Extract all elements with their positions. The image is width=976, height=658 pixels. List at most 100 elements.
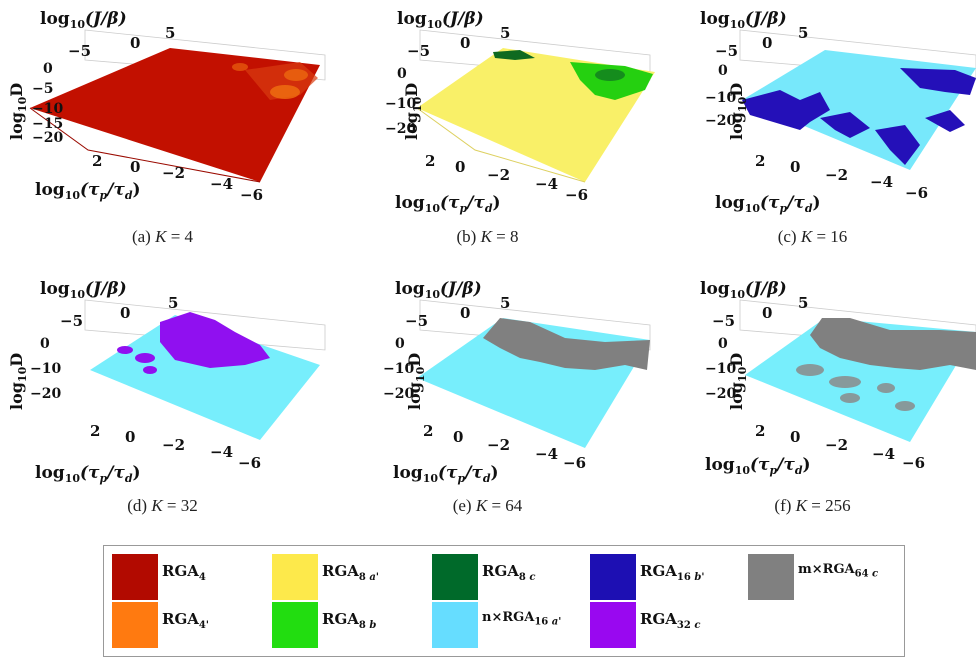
z-tick: −20 — [383, 386, 414, 402]
plot-box-back — [84, 29, 326, 81]
x-tick: −2 — [825, 166, 848, 184]
region-rga32c — [143, 366, 157, 374]
region-rga4prime — [284, 69, 308, 81]
region-rga32c — [135, 353, 155, 363]
x-tick: 2 — [755, 422, 765, 440]
legend-label: RGA4' — [162, 610, 209, 631]
plot-box-back — [419, 299, 651, 351]
y-tick: 0 — [120, 304, 130, 322]
y-tick: 5 — [500, 24, 510, 42]
x-tick: −6 — [563, 454, 586, 472]
x-tick: −6 — [902, 454, 925, 472]
region-rga4prime — [232, 63, 248, 71]
y-tick: 5 — [500, 294, 510, 312]
region-mxrga64c — [796, 364, 824, 376]
surface-base — [30, 48, 320, 182]
region-mxrga64c — [810, 318, 976, 370]
region-rga8b — [570, 62, 653, 100]
z-tick: −10 — [30, 361, 61, 377]
z-tick: 0 — [40, 336, 50, 352]
region-mxrga64c — [840, 393, 860, 403]
panel-c: log10D log10(J/β) −5 0 5 0 −10 −20 2 0 −… — [650, 0, 976, 250]
x-tick: 0 — [790, 158, 800, 176]
z-axis-title: log10D — [727, 83, 749, 140]
region-rga8c — [493, 50, 535, 60]
x-tick: −6 — [238, 454, 261, 472]
x-tick: 2 — [425, 152, 435, 170]
x-tick: −4 — [872, 445, 895, 463]
x-tick: −4 — [535, 175, 558, 193]
y-tick: 5 — [798, 24, 808, 42]
region-rga4prime — [270, 85, 300, 99]
z-tick: −20 — [30, 386, 61, 402]
panel-caption: (d) K = 32 — [127, 496, 198, 515]
legend-swatch — [272, 602, 318, 648]
region-mxrga64c — [877, 383, 895, 393]
surface-ridge — [29, 107, 261, 183]
region-rga8c — [595, 69, 625, 81]
region-rga16b — [925, 110, 965, 132]
y-tick: 5 — [165, 24, 175, 42]
x-tick: 0 — [455, 158, 465, 176]
z-tick: −20 — [705, 113, 736, 129]
x-tick: −2 — [487, 436, 510, 454]
x-axis-title: log10(τp/τd) — [35, 180, 141, 202]
z-tick: −20 — [385, 121, 416, 137]
z-tick: 0 — [395, 336, 405, 352]
x-tick: −2 — [162, 164, 185, 182]
x-tick: 2 — [90, 422, 100, 440]
panel-caption: (c) K = 16 — [777, 227, 848, 246]
surface-plot: log10D log10(J/β) −5 0 5 0 −10 −20 2 0 −… — [383, 279, 651, 485]
y-tick: −5 — [68, 42, 91, 60]
surface-base — [90, 315, 320, 440]
surface-plot: log10D log10(J/β) −5 0 5 0 −10 −20 2 0 −… — [700, 279, 976, 477]
y-tick: 0 — [130, 34, 140, 52]
surface-ridge — [416, 107, 586, 183]
y-tick: −5 — [407, 42, 430, 60]
x-axis-title: log10(τp/τd) — [395, 193, 501, 215]
panel-a: log10D log10(J/β) −5 0 5 0 −5 −10 −15 −2… — [0, 0, 326, 250]
y-tick: 5 — [798, 294, 808, 312]
z-tick: −20 — [32, 130, 63, 146]
legend-label: m×RGA64 c — [798, 562, 879, 580]
panel-caption: (f) K = 256 — [774, 496, 851, 515]
x-tick: 0 — [790, 428, 800, 446]
legend-swatch — [112, 554, 158, 600]
z-tick: 0 — [397, 66, 407, 82]
y-tick: −5 — [712, 312, 735, 330]
panel-caption: (a) K = 4 — [131, 227, 194, 246]
x-axis-title: log10(τp/τd) — [393, 463, 499, 485]
x-tick: 2 — [92, 152, 102, 170]
x-tick: 2 — [755, 152, 765, 170]
legend-label: n×RGA16 a' — [482, 610, 562, 628]
surface-plot: log10D log10(J/β) −5 0 5 0 −10 −20 2 0 −… — [7, 279, 326, 485]
legend-label: RGA4 — [162, 562, 206, 583]
y-axis-title: log10(J/β) — [395, 279, 482, 301]
region-rga16b — [742, 90, 830, 130]
legend-swatch — [112, 602, 158, 648]
x-tick: −2 — [162, 436, 185, 454]
z-axis-title: log10D — [7, 83, 29, 140]
z-tick: −10 — [32, 101, 63, 117]
y-axis-title: log10(J/β) — [40, 279, 127, 301]
legend-swatch — [590, 554, 636, 600]
y-axis-title: log10(J/β) — [700, 9, 787, 31]
y-axis-title: log10(J/β) — [700, 279, 787, 301]
z-tick: −10 — [705, 90, 736, 106]
legend-label: RGA8 b — [322, 610, 377, 631]
x-tick: −2 — [825, 436, 848, 454]
y-axis-title: log10(J/β) — [397, 9, 484, 31]
z-tick: 0 — [718, 336, 728, 352]
region-rga16b — [900, 68, 976, 95]
y-tick: 5 — [168, 294, 178, 312]
z-tick: −5 — [32, 81, 53, 97]
plot-box-back — [739, 29, 976, 81]
legend-label: RGA8 c — [482, 562, 536, 583]
region-mxrga64c — [829, 376, 861, 388]
region-rga32c — [160, 312, 270, 368]
plot-box-back — [739, 299, 976, 351]
y-tick: −5 — [60, 312, 83, 330]
z-axis-title: log10D — [7, 353, 29, 410]
region-rga16b — [820, 112, 870, 138]
region-rga32c — [117, 346, 133, 354]
